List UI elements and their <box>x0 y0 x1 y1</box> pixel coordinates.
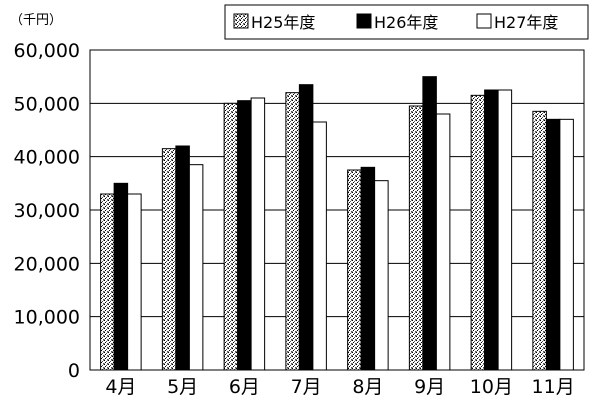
bar-h27 <box>559 118 574 371</box>
y-tick-label: 0 <box>68 360 80 382</box>
bar-h25 <box>161 148 177 371</box>
bar-h26 <box>422 76 437 371</box>
x-tick-label: 9月 <box>414 376 445 398</box>
bars <box>100 76 574 371</box>
y-tick-label: 40,000 <box>14 147 80 169</box>
legend-box <box>224 4 589 40</box>
unit-label: （千円） <box>10 13 62 28</box>
bar-h26 <box>360 166 376 371</box>
y-tick-label: 60,000 <box>14 40 80 62</box>
legend-swatch-h27 <box>476 13 492 29</box>
x-axis-tick-labels: 4月 5月 6月 7月 8月 9月 10月 11月 <box>105 376 574 398</box>
bar-h27 <box>250 97 266 371</box>
x-tick-label: 4月 <box>105 376 136 398</box>
bar-h25 <box>285 92 300 371</box>
bar-h25 <box>223 102 239 371</box>
x-tick-label: 11月 <box>532 376 575 398</box>
bar-h26 <box>113 182 129 371</box>
bar-h26 <box>484 89 499 371</box>
bar-h25 <box>408 105 424 371</box>
x-tick-label: 10月 <box>470 376 513 398</box>
bar-h27 <box>188 164 204 371</box>
x-tick-label: 5月 <box>167 376 198 398</box>
legend-label-h26: H26年度 <box>374 13 438 32</box>
bar-h26 <box>545 118 561 371</box>
y-tick-label: 20,000 <box>14 253 80 275</box>
y-tick-label: 30,000 <box>14 200 80 222</box>
plot-area <box>89 49 585 371</box>
bar-h25 <box>532 110 547 371</box>
x-tick-label: 6月 <box>229 376 260 398</box>
legend-swatch-h26 <box>356 13 372 29</box>
y-axis-tick-labels: 0 10,000 20,000 30,000 40,000 50,000 60,000 <box>14 40 80 382</box>
x-tick-label: 8月 <box>352 376 383 398</box>
bar-h27 <box>374 180 389 371</box>
bar-h27 <box>497 89 513 371</box>
y-tick-label: 50,000 <box>14 93 80 115</box>
bar-h25 <box>347 169 362 371</box>
bar-h27 <box>127 193 142 371</box>
bar-h27 <box>312 121 327 371</box>
bar-h27 <box>435 113 451 371</box>
y-tick-label: 10,000 <box>14 307 80 329</box>
bar-h25 <box>470 94 486 371</box>
legend-label-h27: H27年度 <box>494 13 558 32</box>
legend: H25年度 H26年度 H27年度 <box>224 4 589 40</box>
bar-h26 <box>175 145 190 371</box>
legend-label-h25: H25年度 <box>251 13 315 32</box>
bar-h26 <box>298 84 314 371</box>
x-tick-label: 7月 <box>291 376 322 398</box>
bar-h26 <box>237 100 252 371</box>
legend-swatch-h25 <box>233 13 249 29</box>
bar-h25 <box>100 193 115 371</box>
